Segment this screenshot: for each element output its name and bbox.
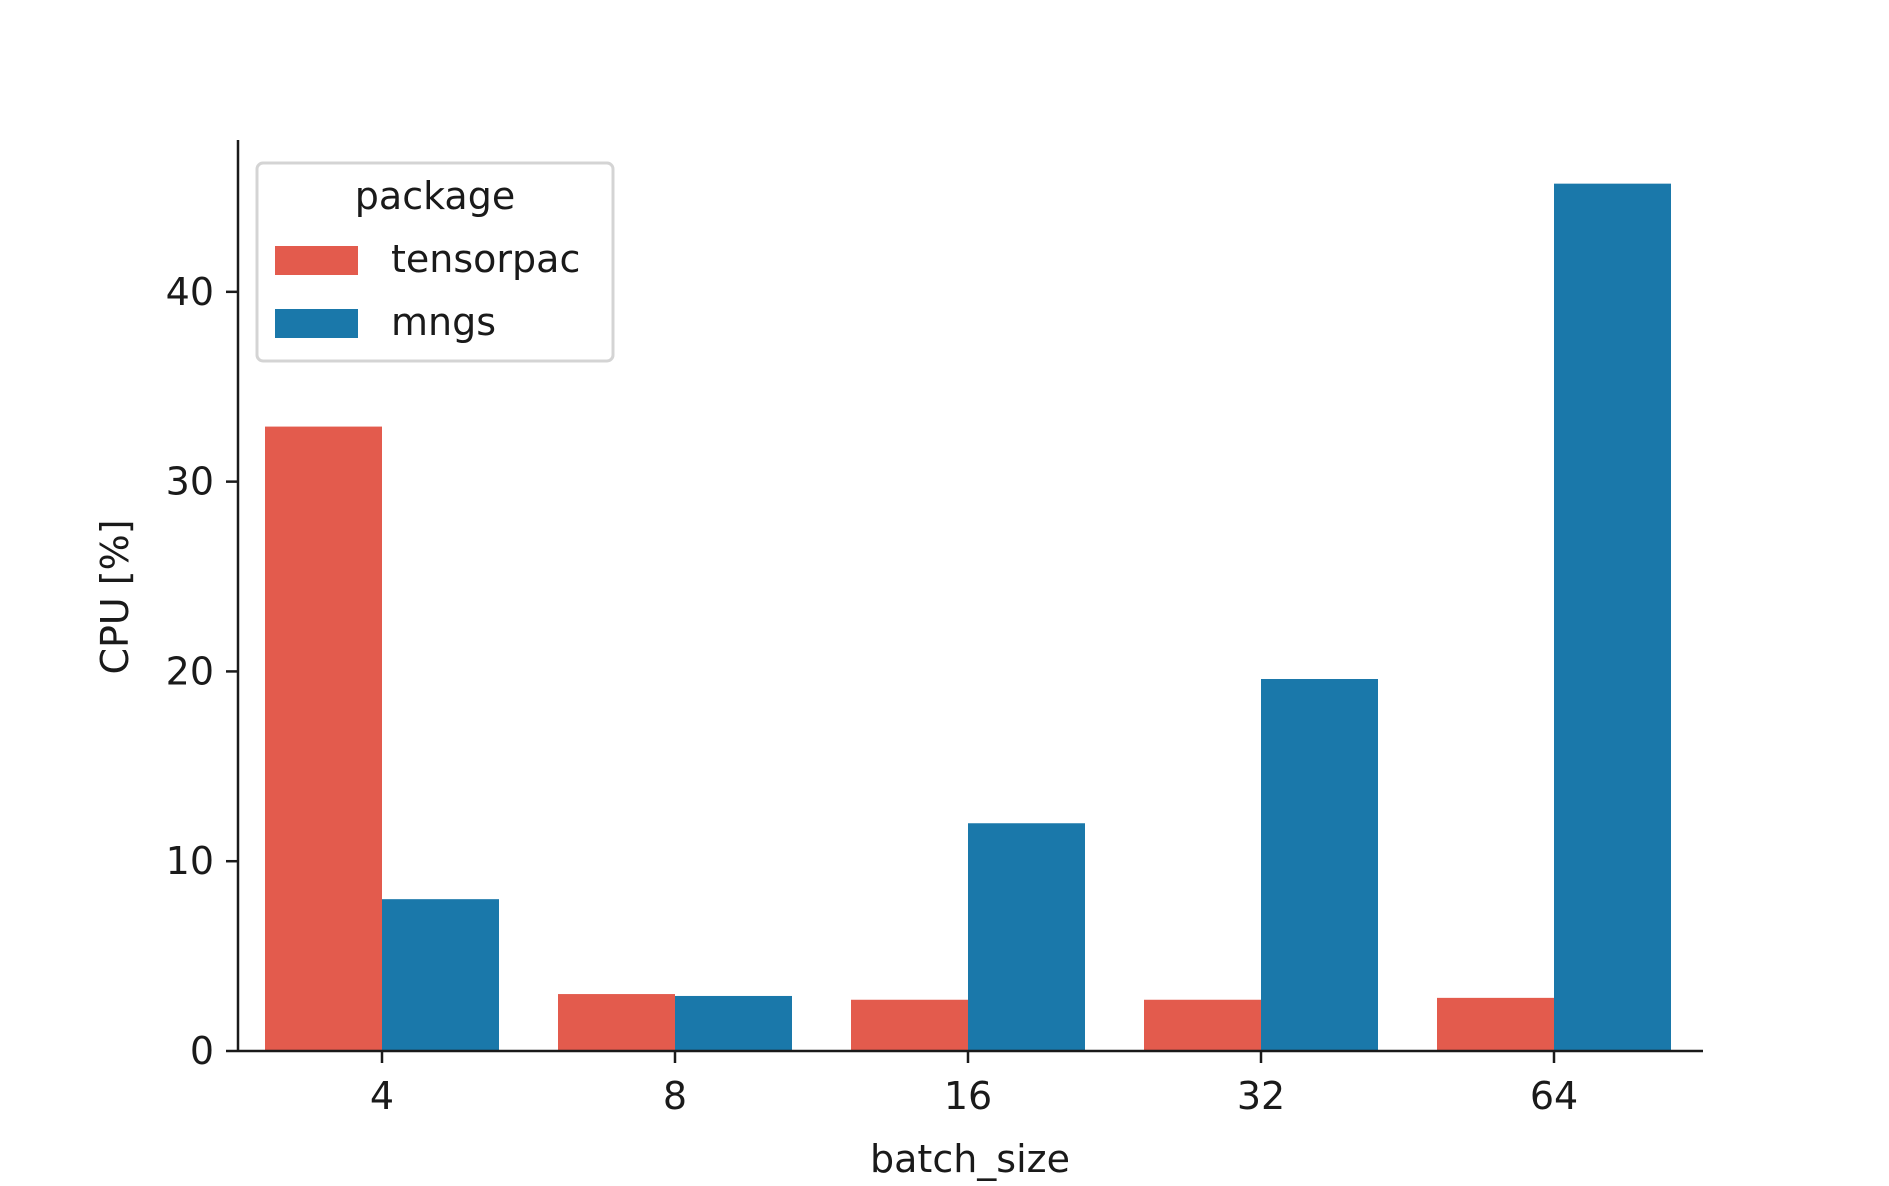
x-axis-title: batch_size: [870, 1137, 1070, 1181]
y-tick-label: 10: [166, 839, 214, 883]
legend-label-tensorpac: tensorpac: [391, 237, 580, 281]
bar-tensorpac-16: [851, 999, 968, 1051]
y-tick-label: 0: [190, 1029, 214, 1073]
x-tick-label: 64: [1530, 1074, 1578, 1118]
y-tick-label: 30: [166, 460, 214, 504]
x-tick-label: 16: [944, 1074, 992, 1118]
bar-tensorpac-64: [1437, 997, 1554, 1051]
legend: package tensorpac mngs: [255, 161, 615, 363]
legend-items: tensorpac mngs: [275, 237, 580, 344]
bar-tensorpac-8: [558, 994, 675, 1051]
y-ticks: 0 10 20 30 40: [166, 270, 238, 1073]
bar-mngs-16: [968, 823, 1085, 1051]
bar-mngs-8: [675, 995, 792, 1051]
bar-tensorpac-4: [265, 426, 382, 1051]
x-ticks: 4 8 16 32 64: [370, 1051, 1578, 1118]
legend-swatch-mngs: [275, 309, 358, 338]
bar-mngs-4: [382, 899, 499, 1051]
y-axis-title: CPU [%]: [93, 519, 137, 674]
bar-mngs-32: [1261, 679, 1378, 1051]
legend-label-mngs: mngs: [391, 300, 496, 344]
y-tick-label: 20: [166, 649, 214, 693]
x-tick-label: 4: [370, 1074, 394, 1118]
bars-group: [265, 183, 1671, 1051]
legend-title: package: [355, 174, 515, 218]
x-tick-label: 32: [1237, 1074, 1285, 1118]
bar-tensorpac-32: [1144, 999, 1261, 1051]
bar-mngs-64: [1554, 183, 1671, 1051]
legend-swatch-tensorpac: [275, 246, 358, 275]
x-tick-label: 8: [663, 1074, 687, 1118]
y-tick-label: 40: [166, 270, 214, 314]
